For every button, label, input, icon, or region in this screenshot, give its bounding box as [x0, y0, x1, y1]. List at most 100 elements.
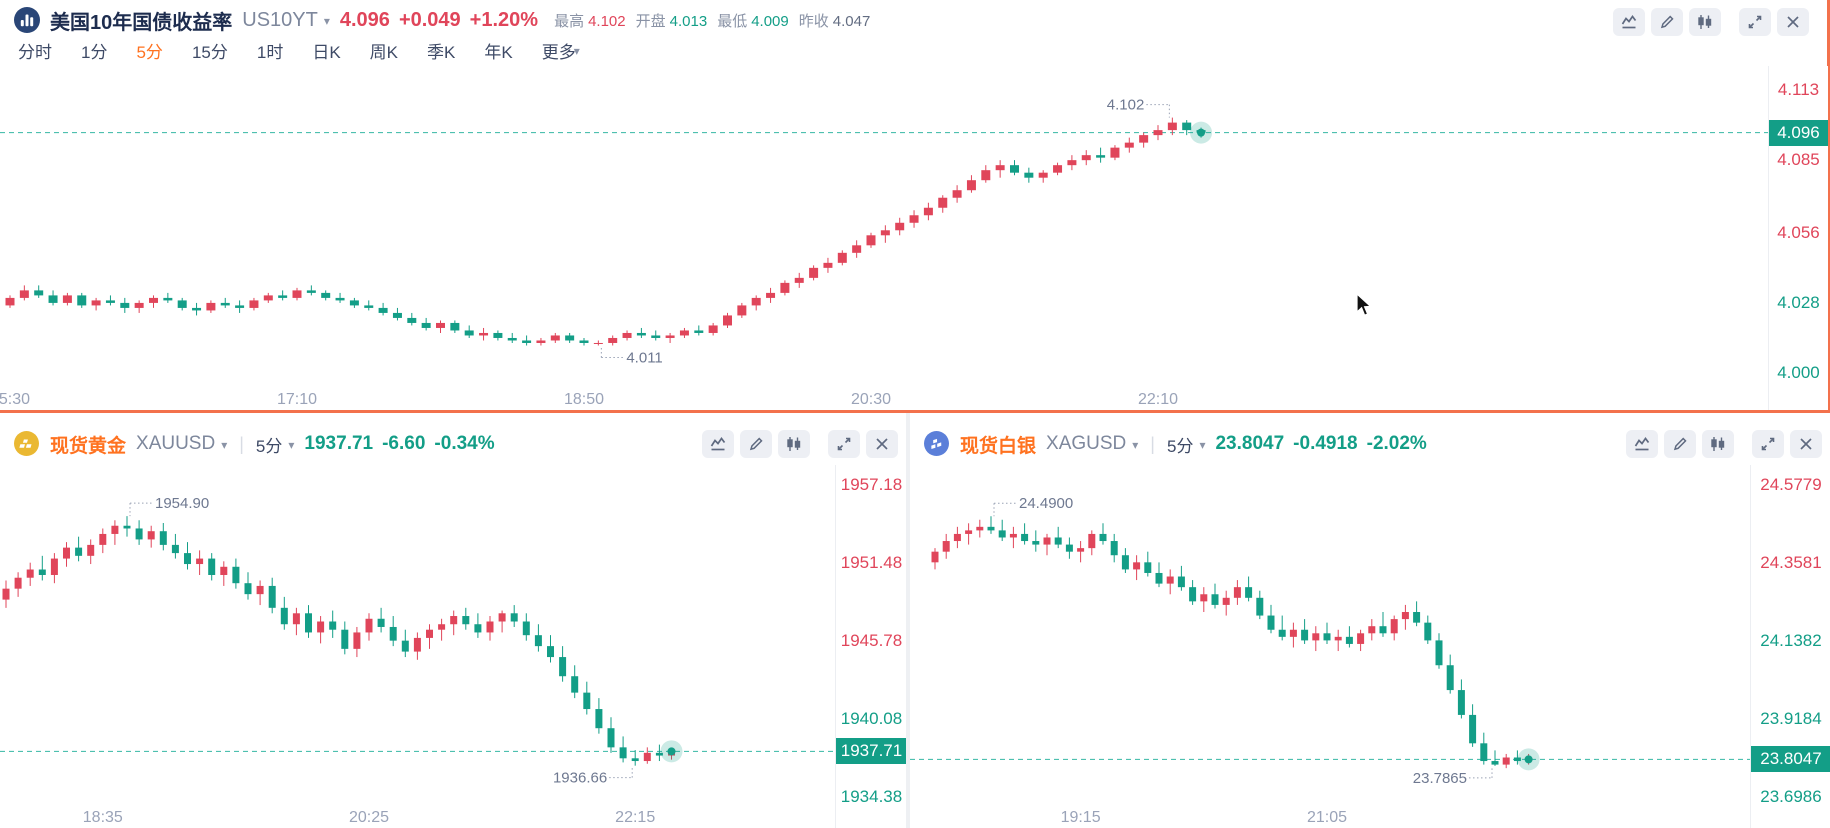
chevron-down-icon[interactable]: ▾ [288, 438, 295, 452]
y-axis-tick: 4.028 [1777, 292, 1820, 312]
timeframe-more-button[interactable]: 更多 ▾ [542, 38, 580, 63]
ohlc-stats: 最高 4.102 开盘 4.013 最低 4.009 昨收 4.047 [554, 10, 870, 31]
draw-icon-button[interactable] [740, 430, 772, 458]
instrument-code[interactable]: XAGUSD [1046, 433, 1127, 454]
price-annotation: 1936.66 [553, 770, 607, 787]
timeframe-5分[interactable]: 5分 [136, 42, 163, 62]
gold-header: 现货黄金 XAUUSD ▾ | 5分 ▾ 1937.71 -6.60 -0.34… [0, 429, 495, 459]
divider: | [239, 433, 244, 454]
close-icon-button[interactable] [1790, 430, 1822, 458]
y-axis-tick: 1934.38 [840, 786, 903, 806]
gold-chart-panel: 现货黄金 XAUUSD ▾ | 5分 ▾ 1937.71 -6.60 -0.34… [0, 413, 907, 828]
draw-icon [1671, 435, 1689, 453]
gold-price-axis: 1957.18 1951.48 1945.78 1940.08 1934.38 1937.… [835, 465, 907, 828]
stat-value: 4.102 [588, 12, 626, 30]
gold-candlestick-chart[interactable]: 1954.90 1936.66 18:35 20:25 22:15 [0, 465, 835, 828]
x-axis-label: 22:10 [1138, 391, 1178, 408]
interval-selector[interactable]: 5分 [255, 436, 283, 456]
chevron-down-icon[interactable]: ▾ [1199, 438, 1206, 452]
timeframe-周K[interactable]: 周K [369, 42, 399, 62]
timeframe-1时[interactable]: 1时 [256, 42, 284, 62]
line-chart-icon-button[interactable] [1613, 8, 1645, 36]
draw-icon [1658, 13, 1676, 31]
price-annotation: 23.7865 [1413, 770, 1467, 787]
timeframe-季K[interactable]: 季K [427, 42, 456, 62]
draw-icon-button[interactable] [1664, 430, 1696, 458]
us10yt-logo-icon [14, 7, 40, 33]
price-change-pct: +1.20% [469, 8, 539, 31]
candles-icon [1709, 435, 1727, 453]
more-label: 更多 [541, 42, 576, 62]
chevron-down-icon[interactable]: ▾ [221, 438, 228, 452]
candles-icon-button[interactable] [778, 430, 810, 458]
line-chart-icon [1633, 435, 1651, 453]
price-annotation: 1954.90 [155, 495, 209, 512]
x-axis-label: 18:50 [564, 391, 604, 408]
chevron-down-icon[interactable]: ▾ [1132, 438, 1139, 452]
y-axis-tick: 23.6986 [1760, 787, 1822, 807]
us10yt-header: 美国10年国债收益率 US10YT ▾ 4.096 +0.049 +1.20% … [0, 0, 870, 40]
interval-selector[interactable]: 5分 [1166, 436, 1194, 456]
y-axis-tick: 24.5779 [1760, 475, 1822, 494]
stat-value: 4.009 [751, 12, 789, 30]
y-axis-tick: 4.056 [1777, 222, 1820, 242]
y-axis-tick: 4.113 [1777, 80, 1820, 100]
timeframe-年K[interactable]: 年K [484, 42, 513, 62]
instrument-code[interactable]: US10YT [242, 8, 318, 31]
current-price-badge: 4.096 [1769, 119, 1828, 146]
last-price: 1937.71 [304, 433, 374, 454]
gold-toolbar [702, 430, 898, 458]
close-icon [1797, 435, 1815, 453]
silver-toolbar [1626, 430, 1822, 458]
quote-group: 4.096 +0.049 +1.20% [340, 9, 538, 32]
close-icon-button[interactable] [866, 430, 898, 458]
y-axis-tick: 4.000 [1777, 363, 1820, 383]
quote-group: 1937.71 -6.60 -0.34% [304, 433, 494, 455]
stat-value: 4.013 [669, 12, 708, 30]
expand-icon-button[interactable] [828, 430, 860, 458]
timeframe-1分[interactable]: 1分 [81, 42, 108, 62]
price-change: -6.60 [382, 433, 426, 454]
candles-icon-button[interactable] [1702, 430, 1734, 458]
instrument-name: 现货白银 [960, 435, 1037, 457]
x-axis-label: 19:15 [1061, 809, 1101, 826]
last-price: 4.096 [339, 8, 390, 31]
chevron-down-icon[interactable]: ▾ [323, 14, 330, 28]
timeframe-bar: 分时 1分 5分 15分 1时 日K 周K 季K 年K 更多 ▾ [0, 37, 580, 63]
timeframe-日K[interactable]: 日K [312, 42, 341, 62]
silver-logo-icon [924, 431, 950, 457]
line-chart-icon-button[interactable] [1626, 430, 1658, 458]
last-price: 23.8047 [1215, 433, 1285, 454]
stat-label: 最低 [717, 12, 748, 30]
gold-logo-icon [14, 431, 40, 457]
us10yt-candlestick-chart[interactable]: 4.102 4.011 15:30 17:10 18:50 20:30 22:10 [0, 66, 1768, 410]
current-price-badge: 1937.71 [836, 738, 907, 765]
us10yt-price-axis: 4.113 4.085 4.056 4.028 4.000 4.096 [1768, 66, 1828, 410]
y-axis-tick: 23.9184 [1760, 709, 1822, 729]
y-axis-tick: 24.1382 [1760, 631, 1822, 651]
us10yt-toolbar [1613, 8, 1809, 36]
expand-icon-button[interactable] [1752, 430, 1784, 458]
stat-value: 4.047 [832, 12, 871, 30]
close-icon-button[interactable] [1777, 8, 1809, 36]
candles-icon [1696, 13, 1714, 31]
panel-divider [906, 413, 910, 828]
expand-icon [1746, 13, 1764, 31]
close-icon [1784, 13, 1802, 31]
us10yt-chart-panel: 美国10年国债收益率 US10YT ▾ 4.096 +0.049 +1.20% … [0, 0, 1830, 413]
timeframe-15分[interactable]: 15分 [191, 42, 228, 62]
candles-icon-button[interactable] [1689, 8, 1721, 36]
x-axis-label: 22:15 [615, 809, 655, 826]
price-annotation: 24.4900 [1019, 495, 1073, 512]
price-change: +0.049 [398, 8, 461, 31]
draw-icon-button[interactable] [1651, 8, 1683, 36]
line-chart-icon-button[interactable] [702, 430, 734, 458]
expand-icon [835, 435, 853, 453]
timeframe-分时[interactable]: 分时 [18, 42, 52, 62]
silver-candlestick-chart[interactable]: 24.4900 23.7865 19:15 21:05 [910, 465, 1750, 828]
line-chart-icon [709, 435, 727, 453]
instrument-code[interactable]: XAUUSD [136, 433, 216, 454]
price-annotation: 4.011 [626, 349, 662, 366]
expand-icon-button[interactable] [1739, 8, 1771, 36]
stat-label: 最高 [554, 12, 585, 30]
